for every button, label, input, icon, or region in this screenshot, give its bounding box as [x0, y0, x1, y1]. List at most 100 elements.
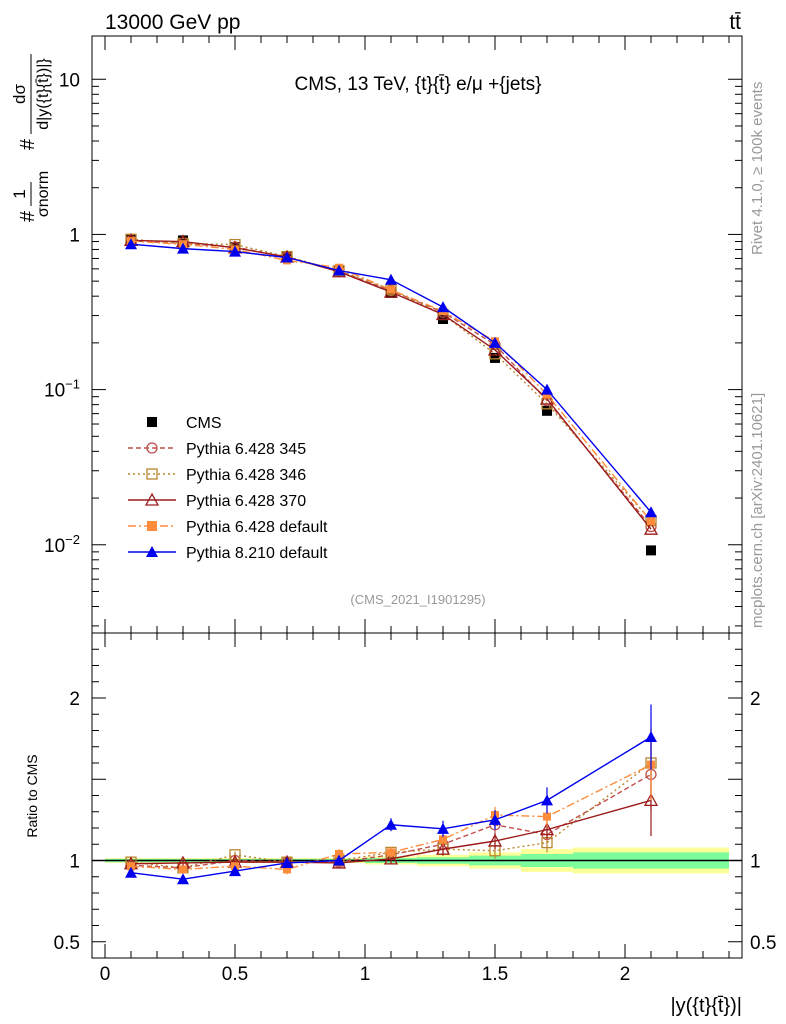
main-line-p370 — [130, 239, 652, 530]
legend-marker-p345 — [146, 442, 158, 454]
ratio-point-p6def — [283, 865, 291, 874]
main-frame — [91, 35, 743, 634]
main-ytick-label: 10−1 — [44, 377, 80, 402]
main-ytick-label: 10 — [59, 70, 80, 91]
ratio-ylabel: Ratio to CMS — [24, 754, 40, 837]
ratio-point-p8 — [177, 873, 189, 885]
ratio-line-p346 — [130, 762, 652, 869]
ratio-point-p370 — [487, 833, 503, 847]
main-point-p8 — [645, 506, 657, 518]
legend-label-cms: CMS — [186, 415, 222, 432]
ratio-series-group — [123, 704, 659, 885]
ratio-point-p8 — [333, 854, 345, 866]
ratio-ytick-label-left: 1 — [69, 852, 80, 873]
ratio-point-p370 — [539, 822, 555, 836]
ratio-xtick-label: 2 — [620, 964, 631, 985]
legend-label-p8: Pythia 8.210 default — [186, 545, 328, 562]
main-point-p8 — [177, 242, 189, 254]
ratio-xtick-label: 0 — [100, 964, 111, 985]
legend: CMS Pythia 6.428 345 Pythia 6.428 346 Pythi… — [128, 415, 328, 562]
main-point-p8 — [385, 273, 397, 285]
ratio-point-p8 — [229, 865, 241, 877]
legend-label-p346: Pythia 6.428 346 — [186, 467, 306, 484]
rivet-label: Rivet 4.1.0, ≥ 100k events — [749, 82, 766, 255]
ratio-point-p6def — [439, 835, 447, 844]
main-point-p8 — [229, 245, 241, 257]
main-ylabel-frac2-num: dσ — [10, 84, 29, 104]
main-ylabel-prefix: # — [17, 210, 39, 222]
main-ylabel: # 1 σnorm # dσ d|y({t}{t̄})|} — [10, 54, 52, 222]
main-axis-ticks: 10 1 10−1 10−2 — [44, 36, 742, 633]
ratio-point-p6def — [543, 812, 551, 821]
main-point-cms — [542, 405, 552, 416]
ratio-ytick-label-right: 0.5 — [750, 933, 776, 954]
legend-marker-cms — [147, 417, 157, 427]
legend-entry-p345: Pythia 6.428 345 — [128, 441, 306, 458]
main-point-p370 — [487, 342, 503, 356]
ratio-point-p6def — [179, 865, 187, 874]
main-point-p8 — [541, 383, 553, 395]
ratio-point-p8 — [281, 856, 293, 868]
mcplots-label: mcplots.cern.ch [arXiv:2401.10621] — [749, 393, 766, 628]
ratio-point-p8 — [541, 794, 553, 806]
main-line-p346 — [130, 238, 652, 522]
main-point-p8 — [437, 301, 449, 313]
main-line-p8 — [130, 243, 652, 513]
x-axis-label: |y({t}{t̄})| — [670, 995, 742, 1017]
ratio-ytick-label-left: 2 — [69, 689, 80, 710]
legend-marker-p370 — [144, 492, 160, 506]
ratio-point-p370 — [383, 851, 399, 865]
ratio-ytick-label-left: 0.5 — [54, 933, 80, 954]
ratio-uncertainty-band — [92, 847, 742, 874]
ratio-frame — [91, 632, 743, 959]
analysis-id: (CMS_2021_I1901295) — [350, 592, 485, 607]
ratio-line-p8 — [130, 736, 652, 880]
main-point-p8 — [489, 336, 501, 348]
ratio-line-p345 — [130, 773, 652, 869]
main-point-p6def — [387, 285, 395, 294]
ratio-xtick-label: 1.5 — [482, 964, 508, 985]
ratio-xtick-label: 0.5 — [222, 964, 248, 985]
main-point-cms — [490, 352, 500, 363]
legend-label-p6def: Pythia 6.428 default — [186, 519, 328, 536]
main-title: CMS, 13 TeV, {t}{t̄} e/μ +{jets} — [294, 74, 541, 95]
ratio-point-p370 — [643, 793, 659, 807]
process-label: tt̄ — [729, 11, 741, 34]
main-ytick-label: 10−2 — [44, 532, 80, 557]
main-series-group — [123, 233, 659, 556]
ratio-line-p370 — [130, 799, 652, 865]
ratio-point-p8 — [437, 822, 449, 834]
ratio-point-p8 — [645, 731, 657, 742]
ratio-xtick-label: 1 — [360, 964, 371, 985]
main-point-cms — [646, 545, 656, 556]
main-line-p6def — [130, 240, 652, 522]
energy-label: 13000 GeV pp — [105, 11, 240, 34]
ratio-ytick-label-right: 2 — [750, 689, 761, 710]
legend-entry-p8: Pythia 8.210 default — [128, 545, 328, 562]
main-point-p6def — [647, 517, 655, 526]
ratio-point-p6def — [387, 848, 395, 857]
main-point-p8 — [333, 264, 345, 276]
main-ylabel-frac2-den: d|y({t}{t̄})|} — [35, 58, 52, 130]
main-ylabel-frac-num: 1 — [10, 189, 29, 198]
ratio-point-p6def — [335, 850, 343, 858]
ratio-line-p6def — [130, 763, 652, 871]
legend-marker-p346 — [146, 468, 158, 480]
ratio-point-p8 — [489, 813, 501, 825]
legend-entry-p346: Pythia 6.428 346 — [128, 467, 306, 484]
ratio-axis-ticks: 0.5 0.5 1 1 2 2 0 0.5 1 1.5 2 — [54, 633, 776, 985]
ratio-point-p6def — [127, 862, 135, 871]
ratio-point-p8 — [385, 818, 397, 830]
ratio-ytick-label-right: 1 — [750, 852, 761, 873]
ratio-point-p8 — [125, 866, 137, 878]
ratio-point-p370 — [435, 841, 451, 855]
main-point-p8 — [281, 251, 293, 263]
legend-marker-p8 — [146, 546, 158, 557]
main-point-p370 — [643, 521, 659, 535]
legend-label-p345: Pythia 6.428 345 — [186, 441, 306, 458]
legend-marker-p6def — [147, 521, 157, 531]
legend-label-p370: Pythia 6.428 370 — [186, 493, 306, 510]
ratio-series-p8 — [125, 704, 657, 885]
main-series-p8 — [125, 238, 657, 518]
